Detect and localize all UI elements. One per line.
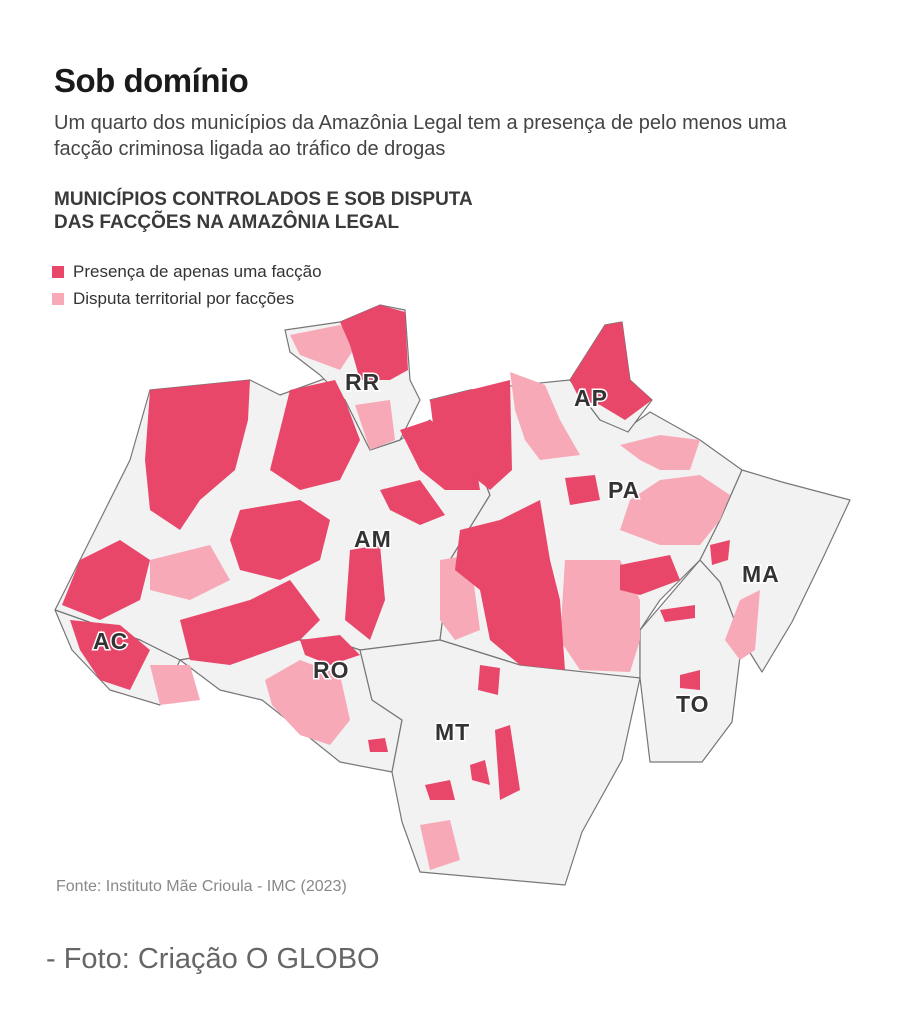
state-label-ap: AP bbox=[574, 385, 608, 411]
faction-area bbox=[620, 555, 680, 595]
faction-area bbox=[368, 738, 388, 752]
faction-area bbox=[345, 545, 385, 640]
legend-label: Presença de apenas uma facção bbox=[73, 261, 322, 281]
dispute-area bbox=[620, 435, 700, 470]
state-label-am: AM bbox=[354, 526, 392, 552]
dispute-area bbox=[725, 590, 760, 660]
photo-credit: - Foto: Criação O GLOBO bbox=[46, 943, 380, 975]
faction-area bbox=[300, 635, 360, 665]
faction-area bbox=[230, 500, 330, 580]
map-title: MUNICÍPIOS CONTROLADOS E SOB DISPUTA DAS… bbox=[54, 188, 473, 234]
faction-area bbox=[495, 725, 520, 800]
map-title-line-1: MUNICÍPIOS CONTROLADOS E SOB DISPUTA bbox=[54, 189, 473, 210]
faction-area bbox=[680, 670, 700, 690]
dispute-area bbox=[265, 660, 350, 745]
faction-area bbox=[270, 380, 360, 490]
faction-area bbox=[400, 420, 480, 490]
faction-area bbox=[340, 305, 408, 380]
faction-area bbox=[145, 380, 250, 530]
dispute-area bbox=[150, 545, 230, 600]
legend-item-single-faction: Presença de apenas uma facção bbox=[52, 258, 322, 285]
state-label-pa: PA bbox=[608, 477, 640, 503]
faction-area bbox=[62, 540, 150, 620]
dispute-area bbox=[510, 372, 580, 460]
state-label-ac: AC bbox=[93, 628, 128, 654]
state-label-mt: MT bbox=[435, 719, 470, 745]
state-label-rr: RR bbox=[345, 369, 380, 395]
state-label-to: TO bbox=[676, 691, 710, 717]
legend-label: Disputa territorial por facções bbox=[73, 288, 295, 308]
dispute-area bbox=[290, 325, 360, 370]
single-faction-areas bbox=[62, 305, 730, 800]
faction-area bbox=[455, 500, 565, 670]
legend: Presença de apenas uma facção Disputa te… bbox=[52, 258, 322, 312]
map-title-line-2: DAS FACÇÕES NA AMAZÔNIA LEGAL bbox=[54, 212, 400, 233]
faction-area bbox=[660, 605, 695, 622]
legend-swatch-red bbox=[52, 265, 64, 278]
faction-area bbox=[478, 665, 500, 695]
dispute-area bbox=[620, 475, 730, 545]
dispute-area bbox=[355, 400, 395, 450]
faction-area bbox=[180, 580, 320, 665]
source-note: Fonte: Instituto Mãe Crioula - IMC (2023… bbox=[56, 878, 347, 895]
faction-area bbox=[425, 780, 455, 800]
dispute-area bbox=[150, 665, 200, 705]
legend-swatch-pink bbox=[52, 292, 64, 305]
faction-area bbox=[430, 380, 512, 490]
subtitle: Um quarto dos municípios da Amazônia Leg… bbox=[54, 112, 787, 160]
state-label-ma: MA bbox=[742, 561, 780, 587]
faction-area bbox=[570, 322, 652, 420]
state-labels: RR AP AM PA AC RO MT MA TO bbox=[92, 368, 781, 747]
faction-area bbox=[70, 620, 150, 690]
legend-item-dispute: Disputa territorial por facções bbox=[52, 285, 322, 312]
faction-area bbox=[565, 475, 600, 505]
faction-area bbox=[380, 480, 445, 525]
faction-area bbox=[470, 760, 490, 785]
dispute-area bbox=[420, 820, 460, 870]
headline: Sob domínio bbox=[54, 62, 249, 99]
state-label-ro: RO bbox=[313, 657, 350, 683]
faction-area bbox=[710, 540, 730, 565]
